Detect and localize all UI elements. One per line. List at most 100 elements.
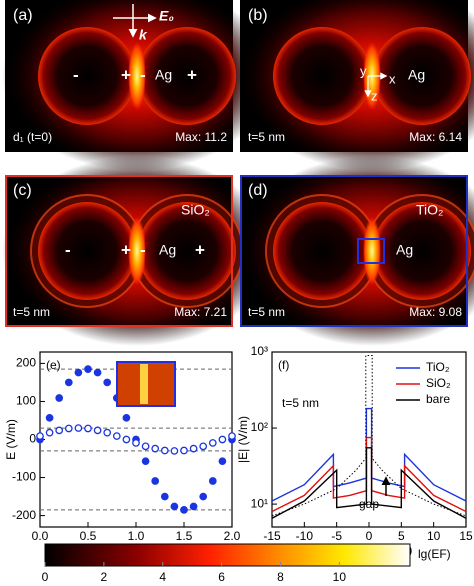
charge: - xyxy=(140,65,146,84)
max-label: Max: 11.2 xyxy=(175,130,227,144)
sphere xyxy=(38,202,136,300)
panel-label: (c) xyxy=(13,182,32,199)
material: Ag xyxy=(155,67,172,83)
y-tick-label: 0 xyxy=(29,432,36,446)
data-point xyxy=(93,368,102,377)
data-point xyxy=(55,426,64,435)
data-point xyxy=(122,413,131,422)
data-point xyxy=(45,428,54,437)
panel-d: (d) TiO₂ Ag t=5 nm Max: 9.08 xyxy=(237,156,474,346)
sphere xyxy=(273,27,371,125)
shell-label: SiO₂ xyxy=(181,202,210,218)
gap-box xyxy=(357,238,385,264)
colorbar-tick-label: 2 xyxy=(101,570,108,584)
panel-label: (f) xyxy=(278,358,289,372)
panel-label: (b) xyxy=(248,7,268,24)
charge: + xyxy=(187,65,197,84)
x-tick-label: -10 xyxy=(296,529,314,543)
axis-label: z xyxy=(371,88,378,103)
panel-a: (a) E₀ k - + - + Ag d₁ (t=0) Max: 11.2 xyxy=(2,0,272,171)
colorbar-tick-label: 6 xyxy=(218,570,225,584)
x-tick-label: 15 xyxy=(459,529,473,543)
data-point xyxy=(112,432,121,440)
colorbar-label: lg(EF) xyxy=(418,547,451,561)
data-point xyxy=(189,444,198,453)
inset-hotspot xyxy=(140,364,148,404)
field-label: E₀ xyxy=(159,8,174,24)
axis-label: x xyxy=(389,71,396,86)
charge: - xyxy=(65,240,71,259)
data-point xyxy=(189,502,198,511)
data-line xyxy=(271,436,467,513)
data-point xyxy=(84,365,92,373)
charge: + xyxy=(121,65,131,84)
hotspot xyxy=(128,217,146,285)
x-tick-label: 10 xyxy=(427,529,441,543)
sphere xyxy=(138,202,236,300)
data-line xyxy=(271,447,467,519)
data-point xyxy=(218,435,227,444)
x-tick-label: 2.0 xyxy=(224,529,241,543)
x-tick-label: 1.0 xyxy=(128,529,145,543)
panel-label: (d) xyxy=(248,182,268,199)
case-label: t=5 nm xyxy=(248,130,285,144)
data-point xyxy=(208,477,217,485)
case-label: t=5 nm xyxy=(13,305,50,319)
panel-border xyxy=(5,175,233,327)
data-point xyxy=(208,439,217,447)
colorbar-tick-label: 4 xyxy=(159,570,166,584)
sphere xyxy=(373,27,471,125)
y-tick-label: 10³ xyxy=(251,344,268,358)
x-tick-label: 0.0 xyxy=(32,529,49,543)
sphere xyxy=(273,202,371,300)
y-tick-label: 100 xyxy=(16,394,36,408)
data-point xyxy=(170,502,179,511)
sphere xyxy=(373,202,471,300)
data-point xyxy=(180,446,188,455)
data-point xyxy=(45,413,54,422)
data-point xyxy=(141,442,150,451)
data-point xyxy=(55,394,64,402)
y-tick-label: 10¹ xyxy=(251,496,268,510)
legend-label: bare xyxy=(426,392,450,406)
x-tick-label: 0.5 xyxy=(80,529,97,543)
colorbar-tick-label: 0 xyxy=(42,570,49,584)
data-point xyxy=(218,457,227,466)
hotspot xyxy=(363,217,381,285)
data-point xyxy=(160,492,169,501)
case-label: t=5 nm xyxy=(248,305,285,319)
panel-border xyxy=(240,175,468,327)
data-point xyxy=(64,424,73,433)
y-axis-label: |E| (V/m) xyxy=(236,416,250,463)
data-point xyxy=(199,442,208,451)
panel-c: (c) SiO₂ - + - + Ag t=5 nm Max: 7.21 xyxy=(2,156,272,346)
colorbar-tick-label: 10 xyxy=(333,570,347,584)
data-point xyxy=(132,439,140,447)
axis-label: y xyxy=(360,63,367,78)
data-point xyxy=(84,424,92,433)
max-label: Max: 6.14 xyxy=(409,130,462,144)
data-point xyxy=(103,378,112,387)
material: Ag xyxy=(408,67,425,83)
data-point xyxy=(74,368,83,377)
data-line xyxy=(271,407,467,502)
hotspot xyxy=(128,42,146,110)
x-tick-label: 5 xyxy=(398,529,405,543)
charge: + xyxy=(121,240,131,259)
legend-label: SiO₂ xyxy=(426,376,451,390)
colorbar-tick-label: 8 xyxy=(277,570,284,584)
data-point xyxy=(170,447,179,455)
charge: - xyxy=(73,65,79,84)
panel-label: (a) xyxy=(13,7,33,24)
x-tick-label: -5 xyxy=(331,529,342,543)
data-point xyxy=(103,428,112,437)
data-point xyxy=(228,432,236,440)
data-point xyxy=(74,424,83,432)
y-axis-label: E (V/m) xyxy=(4,419,18,460)
sphere xyxy=(138,27,236,125)
charge: - xyxy=(140,240,146,259)
data-line xyxy=(271,355,467,517)
data-point xyxy=(36,432,44,440)
case-label: d₁ (t=0) xyxy=(13,130,52,144)
y-tick-label: 200 xyxy=(16,356,36,370)
